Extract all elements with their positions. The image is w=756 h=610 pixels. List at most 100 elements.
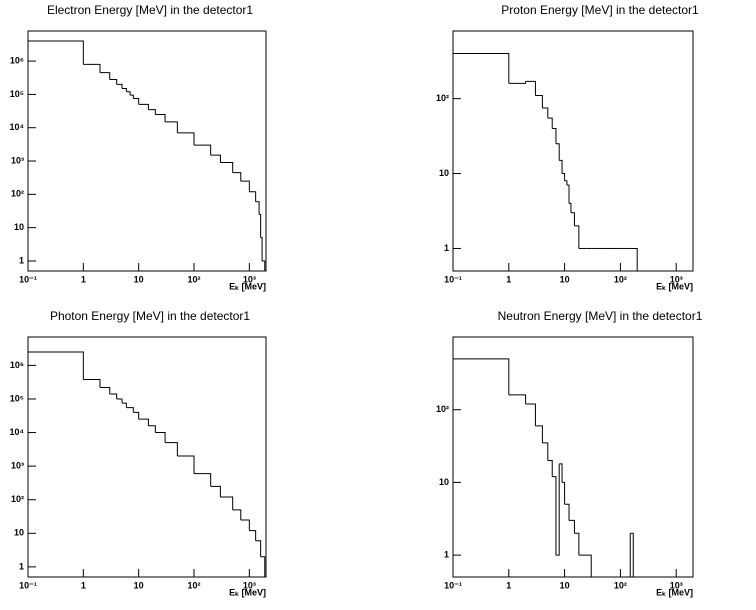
histogram-bin: [165, 121, 178, 133]
plot-frame: [27, 336, 267, 578]
histogram-bin: [591, 533, 631, 578]
y-tick-label: 10: [439, 168, 449, 178]
x-tick-label: 10⁻¹: [444, 274, 462, 284]
x-axis-label: Eₖ [MeV]: [229, 281, 266, 291]
histogram-bin: [535, 95, 543, 109]
histogram-bin: [83, 63, 101, 73]
x-tick-label: 10²: [187, 274, 200, 284]
y-tick-label: 10²: [436, 93, 449, 103]
histogram-bin: [133, 411, 140, 420]
histogram-bin: [133, 98, 140, 105]
x-tick-label: 10²: [187, 580, 200, 590]
histogram-bin: [109, 393, 118, 399]
x-tick-label: 1: [81, 274, 86, 284]
histogram-bin: [27, 351, 84, 577]
histogram-bin: [508, 394, 527, 404]
histogram-bin: [122, 88, 127, 92]
y-tick-label: 10⁴: [10, 122, 24, 132]
histogram-bin: [249, 191, 257, 202]
histogram-bin: [525, 80, 536, 96]
y-tick-label: 10: [439, 477, 449, 487]
x-tick-label: 10³: [243, 580, 256, 590]
histogram-bin: [194, 144, 212, 156]
x-tick-label: 10³: [670, 580, 683, 590]
histogram-bin: [126, 407, 134, 413]
y-tick-label: 10³: [11, 155, 24, 165]
histogram-bin: [194, 473, 212, 487]
histogram-bin: [210, 485, 221, 498]
x-tick-label: 10: [134, 274, 144, 284]
y-tick-label: 10⁶: [10, 55, 24, 65]
plot-frame: [452, 30, 694, 272]
histogram-bin: [570, 212, 575, 226]
histogram-bin: [569, 519, 575, 534]
histogram-bin: [232, 509, 242, 520]
histogram-bin: [220, 162, 234, 173]
y-tick-label: 1: [444, 549, 449, 559]
histogram-bin: [262, 260, 266, 271]
histogram-bin: [564, 180, 568, 186]
histogram-bin: [177, 455, 195, 474]
histogram-bin: [259, 213, 262, 238]
histogram-bin: [452, 358, 510, 577]
histogram-bin: [581, 554, 592, 577]
histogram-bin: [562, 173, 566, 181]
histogram-bin: [562, 481, 566, 505]
y-tick-label: 10: [14, 528, 24, 538]
histogram-bin: [122, 402, 127, 408]
histogram-bin: [83, 378, 101, 388]
plot-frame: [27, 30, 267, 272]
histogram-bin: [525, 403, 536, 426]
histogram-bin: [566, 184, 570, 204]
histogram-bin: [559, 159, 563, 174]
y-tick-label: 10: [14, 222, 24, 232]
y-tick-label: 1: [19, 255, 24, 265]
x-axis-label: Eₖ [MeV]: [656, 587, 693, 597]
histogram-bin: [555, 463, 560, 556]
histogram-bin: [240, 519, 250, 531]
chart-title: Photon Energy [MeV] in the detector1: [50, 309, 250, 323]
histogram-bin: [27, 40, 84, 271]
x-axis-label: Eₖ [MeV]: [229, 587, 266, 597]
histogram-bin: [109, 79, 118, 85]
x-tick-label: 10³: [243, 274, 256, 284]
x-tick-label: 10²: [614, 580, 627, 590]
x-tick-label: 10: [560, 580, 570, 590]
x-tick-label: 10²: [614, 274, 627, 284]
histogram-bin: [547, 117, 553, 129]
histogram-bin: [99, 72, 111, 80]
histogram-bin: [165, 442, 178, 457]
y-tick-label: 10⁴: [10, 427, 24, 437]
chart-title: Neutron Energy [MeV] in the detector1: [498, 309, 703, 323]
histogram-bin: [547, 460, 553, 477]
histogram-bin: [574, 532, 580, 556]
x-axis-label: Eₖ [MeV]: [656, 281, 693, 291]
histogram-bin: [535, 425, 543, 443]
histogram-bin: [249, 530, 257, 541]
histogram-bin: [210, 154, 221, 163]
histogram-bin: [452, 53, 510, 271]
histogram-bin: [138, 103, 149, 110]
y-tick-label: 1: [444, 243, 449, 253]
histogram-bin: [260, 237, 263, 261]
chart-title: Electron Energy [MeV] in the detector1: [47, 3, 253, 17]
histogram-bin: [552, 127, 557, 144]
x-tick-label: 1: [81, 580, 86, 590]
plot-frame: [452, 336, 694, 578]
x-tick-label: 10³: [670, 274, 683, 284]
histogram-bin: [116, 398, 123, 404]
histogram-bin: [559, 463, 563, 483]
histogram-bin: [220, 496, 234, 510]
histogram-bin: [574, 225, 580, 249]
histogram-bin: [148, 109, 156, 115]
x-tick-label: 10: [560, 274, 570, 284]
y-tick-label: 10⁶: [10, 360, 24, 370]
histogram-bin: [240, 180, 250, 192]
x-tick-label: 1: [506, 580, 511, 590]
histogram-bin: [99, 386, 111, 395]
x-tick-label: 10⁻¹: [444, 580, 462, 590]
histogram-bin: [130, 94, 134, 99]
histogram-bin: [232, 172, 242, 182]
histogram-bin: [542, 107, 549, 119]
